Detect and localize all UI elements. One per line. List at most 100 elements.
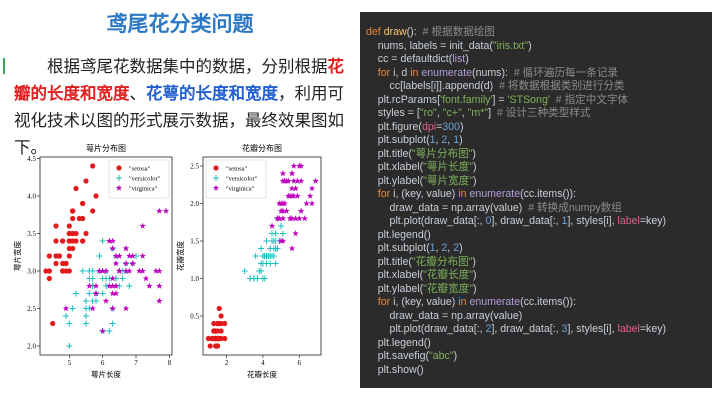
legend-marker [212, 184, 220, 191]
point [152, 267, 160, 274]
point [281, 200, 288, 207]
code-line: cc[labels[i]].append(d) # 将数据根据类别进行分类 [366, 80, 625, 92]
point [63, 260, 69, 267]
y-axis-label: 萼片宽度 [12, 241, 22, 271]
highlight: 花瓣的长度和宽度 [14, 58, 344, 103]
code-line: plt.legend() [366, 336, 431, 349]
code-line: plt.subplot(1, 2, 2) [366, 242, 463, 254]
point [207, 343, 213, 349]
point [89, 268, 96, 274]
point [106, 282, 113, 289]
point [70, 215, 76, 222]
point [99, 327, 106, 334]
code-line: plt.rcParams['font.family'] = 'STSong' #… [366, 93, 629, 106]
point [272, 260, 279, 267]
point [112, 252, 120, 259]
point [279, 237, 287, 244]
point [213, 335, 219, 342]
legend-marker [116, 165, 122, 171]
point [66, 268, 72, 274]
point [292, 185, 299, 192]
point [139, 252, 146, 259]
legend-box [108, 159, 170, 199]
point [83, 320, 89, 327]
point [53, 260, 59, 267]
point [297, 177, 305, 184]
text: 根据鸢尾花数据集中的数据，分别根据 [47, 58, 328, 76]
point [116, 252, 123, 259]
point [288, 192, 296, 199]
point [301, 215, 308, 222]
x-tick-label: 2 [225, 359, 229, 367]
point [66, 343, 73, 349]
point [80, 238, 86, 244]
point [46, 253, 52, 259]
point [109, 237, 116, 244]
point [76, 215, 82, 222]
point [292, 215, 299, 222]
point [46, 268, 52, 274]
code-line: plt.plot(draw_data[:, 0], draw_data[:, 1… [366, 215, 667, 227]
y-tick-label: 2.0 [27, 343, 36, 351]
point [247, 275, 254, 282]
point [216, 305, 222, 312]
code-line: def draw(): # 根据数据绘图 [366, 26, 495, 38]
code-line: plt.plot(draw_data[:, 2], draw_data[:, 3… [366, 323, 667, 335]
point [261, 253, 268, 259]
code-line: plt.subplot(1, 2, 1) [366, 134, 463, 146]
code-line: draw_data = np.array(value) [366, 309, 523, 322]
point [112, 290, 120, 297]
code-line: plt.figure(dpi=300) [366, 120, 464, 133]
code-line: plt.ylabel("花瓣宽度") [366, 282, 477, 295]
point [53, 223, 59, 229]
point [93, 193, 99, 199]
slide-title: 鸢尾花分类问题 [106, 13, 254, 36]
point [290, 162, 298, 169]
legend-label: "virginica" [129, 186, 158, 193]
point [278, 223, 285, 229]
point [109, 290, 116, 297]
legend-marker [213, 175, 219, 181]
point [139, 267, 146, 274]
point [156, 282, 163, 289]
point [60, 238, 66, 244]
y-tick-label: 3.5 [27, 230, 36, 238]
point [308, 185, 316, 192]
point [96, 253, 103, 259]
chart-title: 萼片分布图 [86, 143, 126, 153]
x-axis-label: 萼片长度 [91, 369, 121, 379]
y-axis-label: 花瓣宽度 [175, 241, 185, 271]
point [73, 230, 79, 237]
point [73, 290, 79, 297]
point [222, 320, 228, 327]
point [241, 268, 248, 274]
y-tick-label: 2.5 [190, 163, 199, 171]
point [129, 252, 136, 259]
point [80, 200, 86, 207]
legend-label: "versicolor" [129, 176, 161, 183]
point [62, 305, 70, 312]
point [214, 343, 221, 349]
x-tick-label: 8 [168, 359, 172, 367]
point [122, 267, 130, 274]
point [79, 268, 86, 274]
point [46, 275, 52, 282]
y-tick-label: 4.5 [27, 155, 36, 163]
legend-label: "setosa" [226, 166, 248, 173]
point [296, 215, 303, 222]
point [119, 275, 126, 282]
point [86, 282, 93, 289]
point [129, 260, 136, 267]
y-tick-label: 1.5 [190, 238, 199, 246]
point [214, 320, 221, 327]
point [109, 245, 116, 252]
point [99, 275, 106, 282]
y-tick-label: 3.0 [27, 268, 36, 276]
point [269, 230, 275, 237]
point [297, 162, 305, 169]
point [66, 223, 72, 229]
point [261, 275, 268, 282]
point [156, 207, 163, 214]
x-tick-label: 4 [261, 359, 265, 367]
